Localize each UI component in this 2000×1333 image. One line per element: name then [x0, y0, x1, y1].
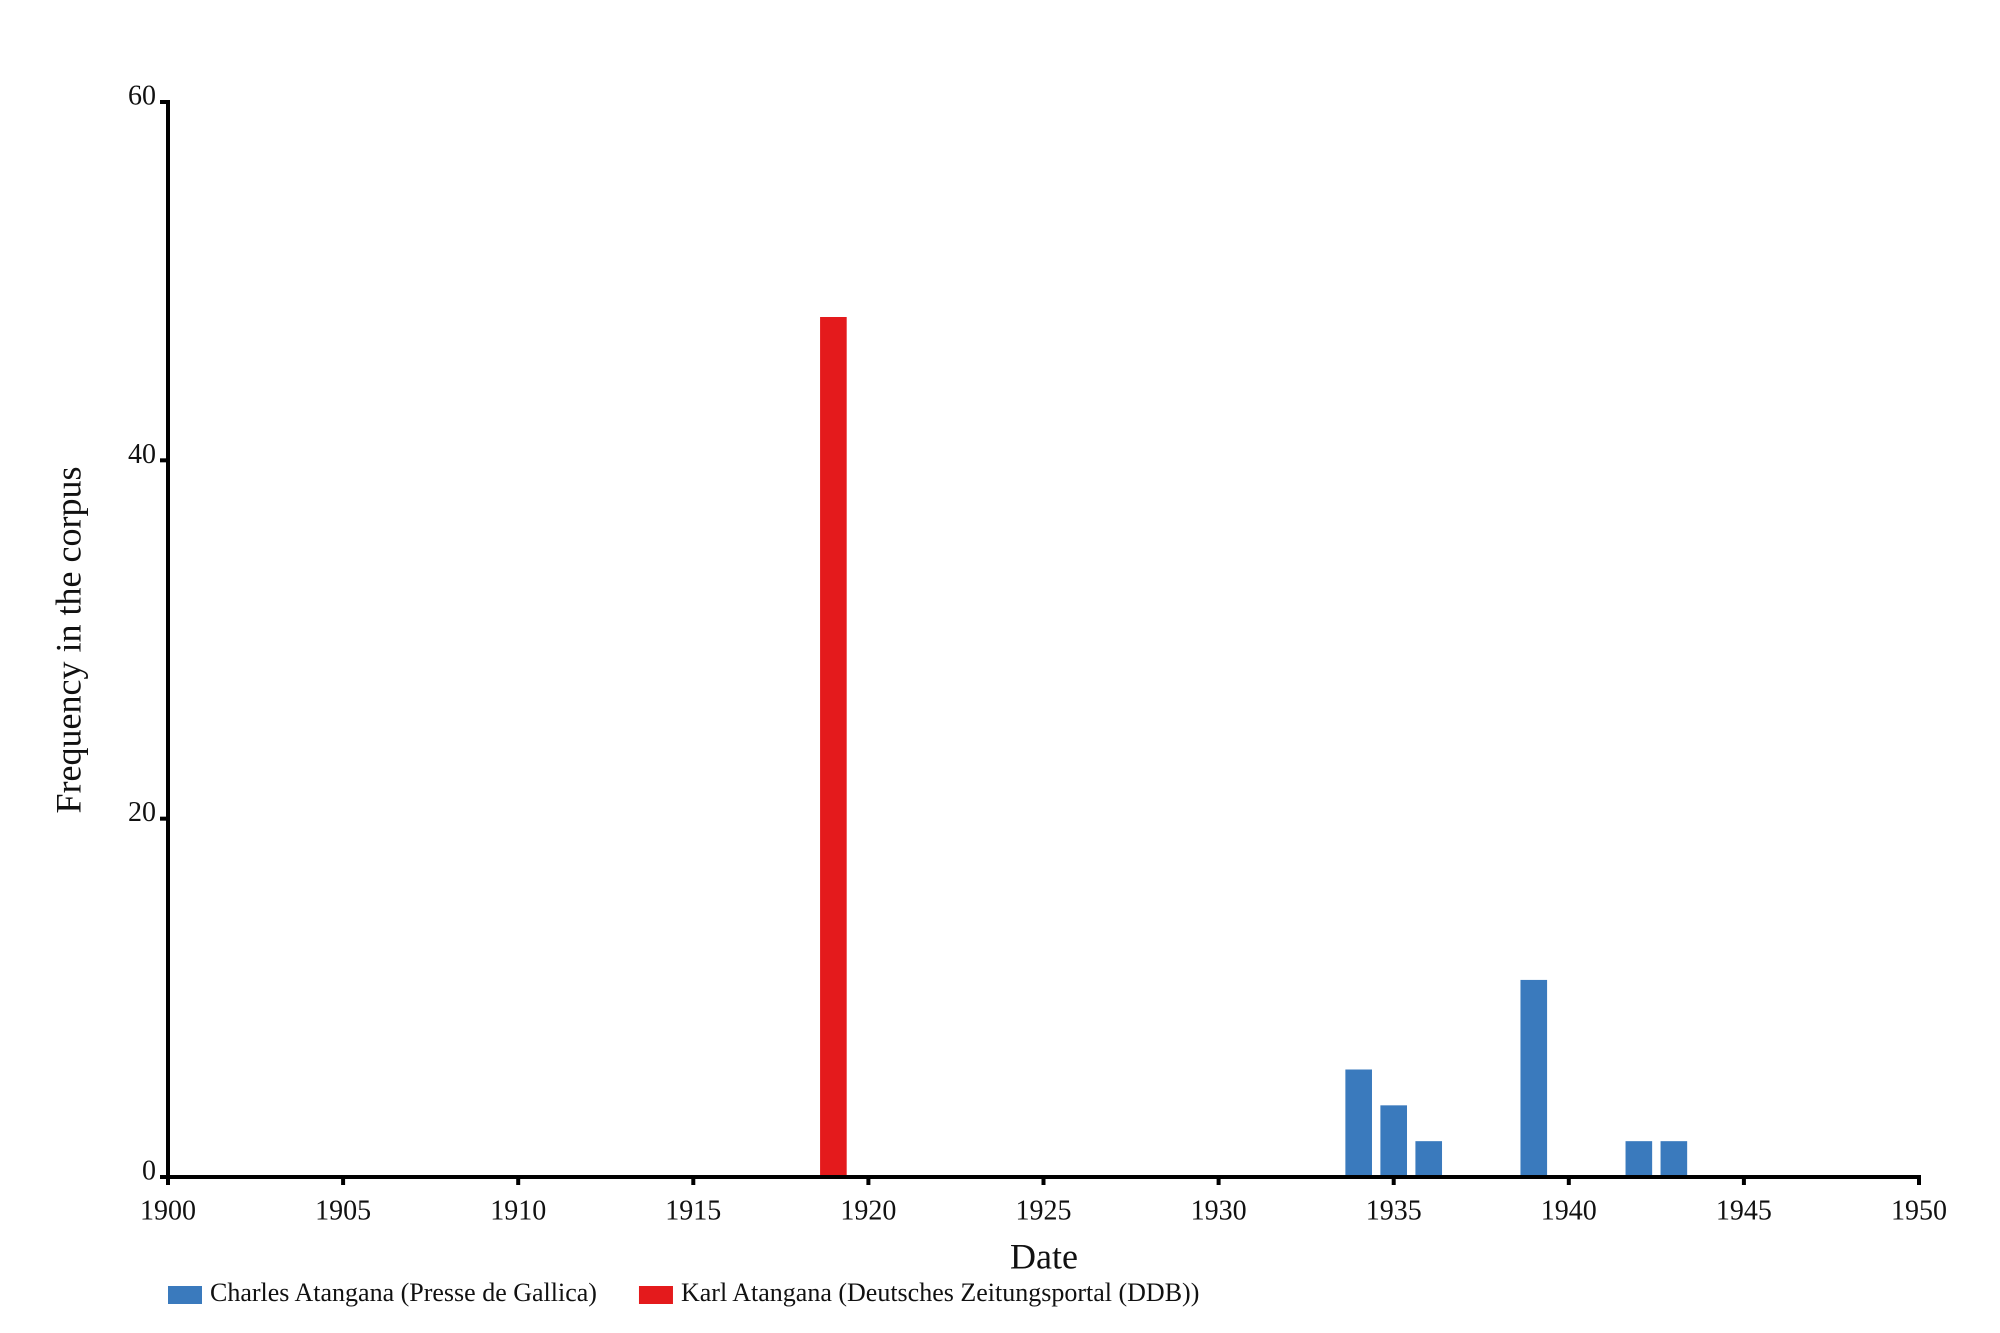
legend-swatch [168, 1286, 202, 1304]
legend-label: Charles Atangana (Presse de Gallica) [210, 1278, 597, 1307]
bar [1380, 1105, 1408, 1177]
x-tick-label: 1900 [140, 1195, 196, 1226]
x-tick-label: 1910 [490, 1195, 546, 1226]
y-tick-label: 60 [128, 80, 156, 111]
bar [820, 317, 847, 1177]
x-tick-label: 1950 [1891, 1195, 1947, 1226]
y-tick-label: 0 [142, 1155, 156, 1186]
x-tick-label: 1945 [1716, 1195, 1772, 1226]
bar [1520, 979, 1548, 1177]
x-tick-label: 1940 [1541, 1195, 1597, 1226]
x-tick-label: 1930 [1191, 1195, 1247, 1226]
y-tick-label: 40 [128, 439, 156, 470]
bar [1660, 1141, 1688, 1177]
x-axis-label: Date [1010, 1236, 1078, 1276]
y-tick-label: 20 [128, 797, 156, 828]
legend-label: Karl Atangana (Deutsches Zeitungsportal … [681, 1278, 1199, 1307]
x-tick-label: 1905 [315, 1195, 371, 1226]
x-tick-label: 1925 [1016, 1195, 1072, 1226]
y-axis-label: Frequency in the corpus [48, 467, 88, 814]
x-tick-label: 1915 [665, 1195, 721, 1226]
x-tick-label: 1935 [1366, 1195, 1422, 1226]
legend-swatch [638, 1286, 673, 1304]
bar [1625, 1141, 1653, 1177]
x-tick-label: 1920 [840, 1195, 896, 1226]
bar [1415, 1141, 1443, 1177]
bar [1345, 1069, 1372, 1177]
